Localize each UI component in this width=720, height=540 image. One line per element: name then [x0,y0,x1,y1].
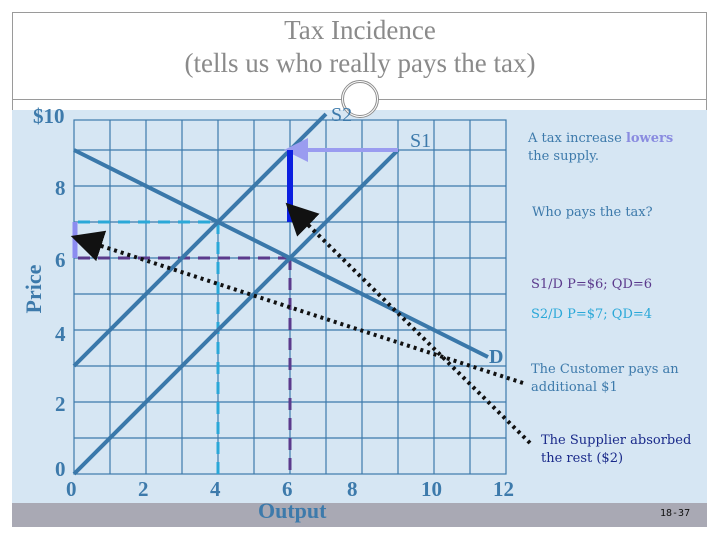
x-tick-8: 8 [347,477,358,501]
supply-note: A tax increase lowers the supply. [528,131,674,164]
who-pays-question: Who pays the tax? [532,205,653,220]
y-tick-8: 8 [55,176,66,200]
demand-curve [73,148,489,359]
s1-equilibrium-note: S1/D P=$6; QD=6 [531,277,653,292]
supply-curve-s1 [72,148,400,476]
slide-title: Tax Incidence (tells us who really pays … [0,14,720,80]
ring-ornament-icon [341,80,379,118]
x-tick-2: 2 [138,477,149,501]
y-tick-2: 2 [55,392,66,416]
supplier-note: The Supplier absorbed the rest ($2) [541,433,692,466]
x-axis-label: Output [258,498,327,523]
x-tick-4: 4 [210,477,221,501]
y-axis-label: Price [21,264,46,314]
s1-label: S1 [410,130,432,152]
x-tick-12: 12 [493,477,514,501]
s2-equilibrium-guides [78,220,220,474]
y-tick-4: 4 [55,322,66,346]
y-tick-10: $10 [33,104,65,128]
s2-label: S2 [331,104,353,126]
y-tick-6: 6 [55,248,66,272]
customer-callout-arrow [70,230,524,385]
supplier-callout-arrow [285,202,532,445]
footer-bar [12,503,707,527]
lowers-emphasis: lowers [625,131,674,146]
title-line-2: (tells us who really pays the tax) [184,48,536,78]
s2-equilibrium-note: S2/D P=$7; QD=4 [531,307,653,322]
x-tick-0: 0 [66,477,77,501]
y-tick-0: 0 [55,457,66,481]
slide-number: 18-37 [660,508,691,519]
x-tick-10: 10 [421,477,442,501]
title-line-1: Tax Incidence [284,15,436,45]
d-label: D [489,346,504,368]
customer-note: The Customer pays an additional $1 [531,362,679,395]
x-tick-6: 6 [282,477,293,501]
